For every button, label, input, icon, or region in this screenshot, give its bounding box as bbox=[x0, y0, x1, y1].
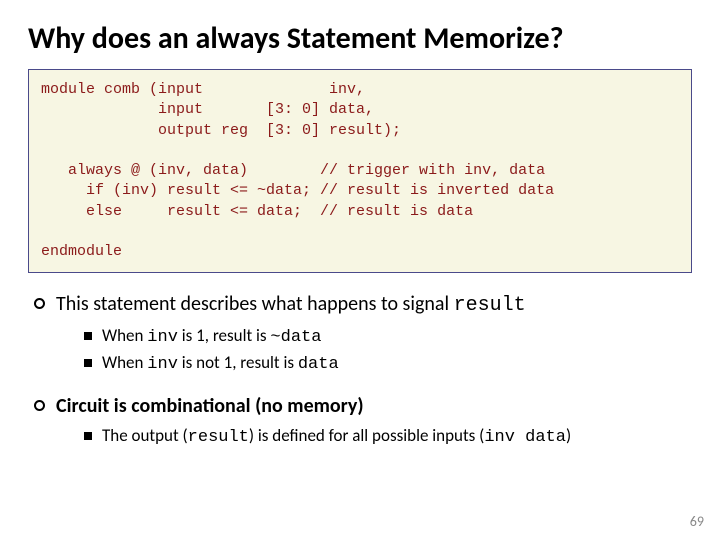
code-line: endmodule bbox=[41, 243, 122, 260]
bullet-list: This statement describes what happens to… bbox=[28, 291, 692, 450]
bullet-text: This statement describes what happens to… bbox=[56, 292, 454, 316]
sub-text: ) bbox=[566, 425, 571, 446]
sub-bullet-list: The output (result) is defined for all p… bbox=[56, 425, 692, 450]
page-number: 69 bbox=[690, 513, 704, 530]
sub-text: When bbox=[102, 325, 147, 346]
code-line: always @ (inv, data) // trigger with inv… bbox=[41, 162, 545, 179]
bullet-code: result bbox=[454, 294, 526, 317]
code-line: if (inv) result <= ~data; // result is i… bbox=[41, 182, 554, 199]
code-line: else result <= data; // result is data bbox=[41, 203, 473, 220]
slide-title: Why does an always Statement Memorize? bbox=[28, 22, 692, 55]
sub-code: data bbox=[298, 355, 339, 374]
sub-bullet-item: The output (result) is defined for all p… bbox=[84, 425, 692, 450]
slide: Why does an always Statement Memorize? m… bbox=[0, 0, 720, 540]
sub-bullet-list: When inv is 1, result is ~data When inv … bbox=[56, 325, 692, 377]
sub-code: inv bbox=[147, 355, 178, 374]
code-block: module comb (input inv, input [3: 0] dat… bbox=[28, 69, 692, 273]
sub-code: result bbox=[188, 428, 249, 447]
sub-text: ) is defined for all possible inputs ( bbox=[249, 425, 484, 446]
sub-text: When bbox=[102, 352, 147, 373]
sub-code: inv data bbox=[484, 428, 566, 447]
sub-code: inv bbox=[147, 328, 178, 347]
bullet-item: Circuit is combinational (no memory) The… bbox=[34, 393, 692, 450]
sub-text: is not 1, result is bbox=[178, 352, 298, 373]
sub-bullet-item: When inv is not 1, result is data bbox=[84, 352, 692, 377]
code-line: output reg [3: 0] result); bbox=[41, 122, 401, 139]
bullet-text: Circuit is combinational (no memory) bbox=[56, 394, 364, 418]
code-line: module comb (input inv, bbox=[41, 81, 365, 98]
bullet-item: This statement describes what happens to… bbox=[34, 291, 692, 377]
code-line: input [3: 0] data, bbox=[41, 101, 374, 118]
sub-text: The output ( bbox=[102, 425, 188, 446]
sub-bullet-item: When inv is 1, result is ~data bbox=[84, 325, 692, 350]
sub-code: ~data bbox=[270, 328, 321, 347]
sub-text: is 1, result is bbox=[178, 325, 271, 346]
